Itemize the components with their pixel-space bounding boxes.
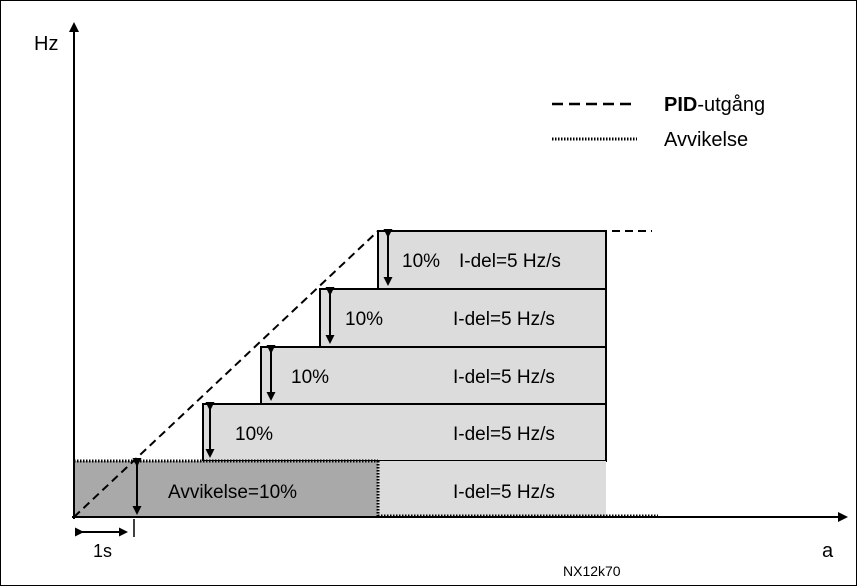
step-2-idel-label: I-del=5 Hz/s [453,309,555,330]
legend-deviation-label: Avvikelse [664,129,748,151]
pid-output-ramp [73,230,379,518]
figure-code: NX12k70 [563,563,621,579]
legend-pid-label: PID-utgång [664,94,765,116]
step-1-idel-label: I-del=5 Hz/s [459,251,561,272]
y-axis-label: Hz [34,33,58,55]
base-idel-block [378,461,606,517]
step-2-pct-label: 10% [345,309,383,330]
step-4-pct-label: 10% [235,424,273,445]
step-block-4 [202,403,607,462]
step-3-pct-label: 10% [291,367,329,388]
step-block-2 [319,288,607,348]
step-3-idel-label: I-del=5 Hz/s [453,367,555,388]
step-block-3 [260,346,607,405]
time-marker-label: 1s [93,541,112,561]
step-4-idel-label: I-del=5 Hz/s [453,424,555,445]
base-idel-label: I-del=5 Hz/s [453,482,555,503]
deviation-label: Avvikelse=10% [168,482,297,503]
x-axis-label: a [822,540,834,562]
step-1-pct-label: 10% [402,251,440,272]
